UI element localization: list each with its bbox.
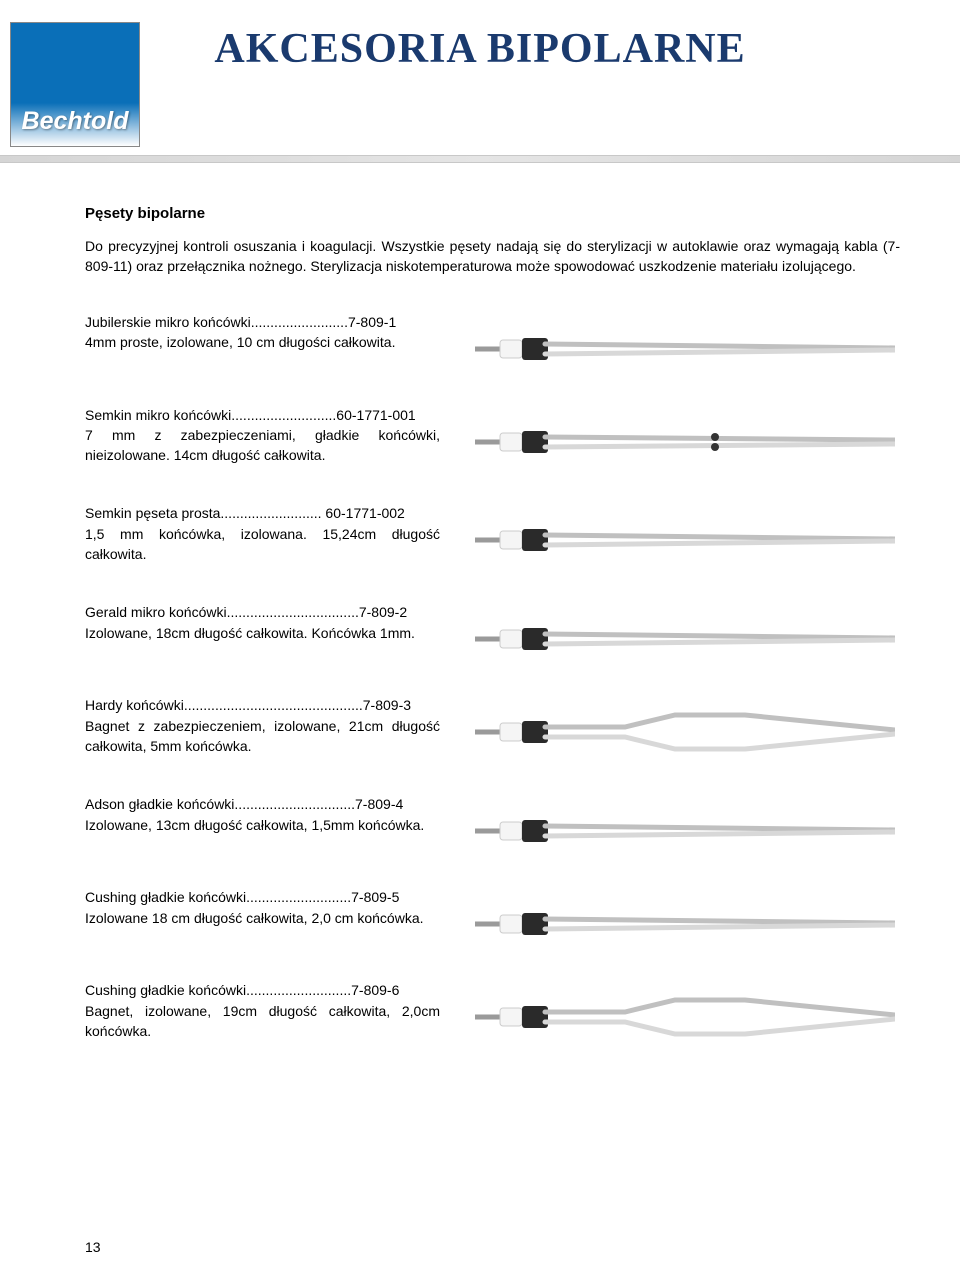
product-dots: ............................... — [234, 796, 355, 812]
product-row: Hardy końcówki..........................… — [85, 695, 900, 756]
product-image — [475, 794, 900, 849]
product-name: Cushing gładkie końcówki — [85, 889, 246, 905]
product-text: Cushing gładkie końcówki................… — [85, 980, 440, 1041]
product-text: Jubilerskie mikro końcówki..............… — [85, 312, 440, 353]
product-desc: Izolowane, 13cm długość całkowita, 1,5mm… — [85, 815, 440, 835]
product-dots: ........................... — [246, 889, 351, 905]
product-code: 60-1771-001 — [336, 407, 415, 423]
product-desc: 4mm proste, izolowane, 10 cm długości ca… — [85, 332, 440, 352]
product-row: Gerald mikro końcówki...................… — [85, 602, 900, 657]
product-code: 60-1771-002 — [322, 505, 405, 521]
product-name: Semkin pęseta prosta — [85, 505, 220, 521]
product-code: 7-809-5 — [351, 889, 399, 905]
product-dots: ........................... — [231, 407, 336, 423]
product-text: Semkin mikro końcówki...................… — [85, 405, 440, 466]
product-image — [475, 602, 900, 657]
product-desc: Bagnet, izolowane, 19cm długość całkowit… — [85, 1001, 440, 1042]
product-image — [475, 405, 900, 460]
product-image — [475, 312, 900, 367]
product-row: Cushing gładkie końcówki................… — [85, 887, 900, 942]
product-desc: Izolowane, 18cm długość całkowita. Końcó… — [85, 623, 440, 643]
product-row: Semkin pęseta prosta....................… — [85, 503, 900, 564]
product-dots: ........................... — [246, 982, 351, 998]
forceps-icon — [475, 804, 900, 859]
product-code: 7-809-1 — [348, 314, 396, 330]
product-code: 7-809-6 — [351, 982, 399, 998]
product-code: 7-809-3 — [363, 697, 411, 713]
forceps-icon — [475, 990, 900, 1045]
product-text: Cushing gładkie końcówki................… — [85, 887, 440, 928]
brand-name: Bechtold — [22, 107, 129, 136]
product-name: Cushing gładkie końcówki — [85, 982, 246, 998]
product-image — [475, 503, 900, 558]
product-name: Adson gładkie końcówki — [85, 796, 234, 812]
product-dots: ........................................… — [184, 697, 363, 713]
intro-paragraph: Do precyzyjnej kontroli osuszania i koag… — [85, 236, 900, 277]
product-dots: .................................. — [227, 604, 359, 620]
product-dots: ......................... — [251, 314, 348, 330]
forceps-icon — [475, 705, 900, 760]
product-row: Adson gładkie końcówki..................… — [85, 794, 900, 849]
product-text: Adson gładkie końcówki..................… — [85, 794, 440, 835]
product-text: Hardy końcówki..........................… — [85, 695, 440, 756]
product-desc: 1,5 mm końcówka, izolowana. 15,24cm dług… — [85, 524, 440, 565]
product-dots: .......................... — [220, 505, 321, 521]
product-name: Jubilerskie mikro końcówki — [85, 314, 251, 330]
product-code: 7-809-4 — [355, 796, 403, 812]
product-name: Hardy końcówki — [85, 697, 184, 713]
header-divider — [0, 155, 960, 163]
forceps-icon — [475, 897, 900, 952]
product-image — [475, 980, 900, 1035]
product-row: Semkin mikro końcówki...................… — [85, 405, 900, 466]
product-row: Jubilerskie mikro końcówki..............… — [85, 312, 900, 367]
product-name: Semkin mikro końcówki — [85, 407, 231, 423]
product-text: Semkin pęseta prosta....................… — [85, 503, 440, 564]
product-desc: 7 mm z zabezpieczeniami, gładkie końcówk… — [85, 425, 440, 466]
product-desc: Izolowane 18 cm długość całkowita, 2,0 c… — [85, 908, 440, 928]
page-number: 13 — [85, 1239, 101, 1255]
product-image — [475, 695, 900, 750]
forceps-icon — [475, 513, 900, 568]
product-image — [475, 887, 900, 942]
forceps-icon — [475, 612, 900, 667]
section-title: Pęsety bipolarne — [85, 205, 900, 222]
product-list: Jubilerskie mikro końcówki..............… — [85, 312, 900, 1042]
product-code: 7-809-2 — [359, 604, 407, 620]
forceps-icon — [475, 415, 900, 470]
product-text: Gerald mikro końcówki...................… — [85, 602, 440, 643]
product-name: Gerald mikro końcówki — [85, 604, 227, 620]
forceps-icon — [475, 322, 900, 377]
product-desc: Bagnet z zabezpieczeniem, izolowane, 21c… — [85, 716, 440, 757]
page-title: AKCESORIA BIPOLARNE — [0, 25, 960, 73]
content-area: Pęsety bipolarne Do precyzyjnej kontroli… — [85, 205, 900, 1079]
product-row: Cushing gładkie końcówki................… — [85, 980, 900, 1041]
